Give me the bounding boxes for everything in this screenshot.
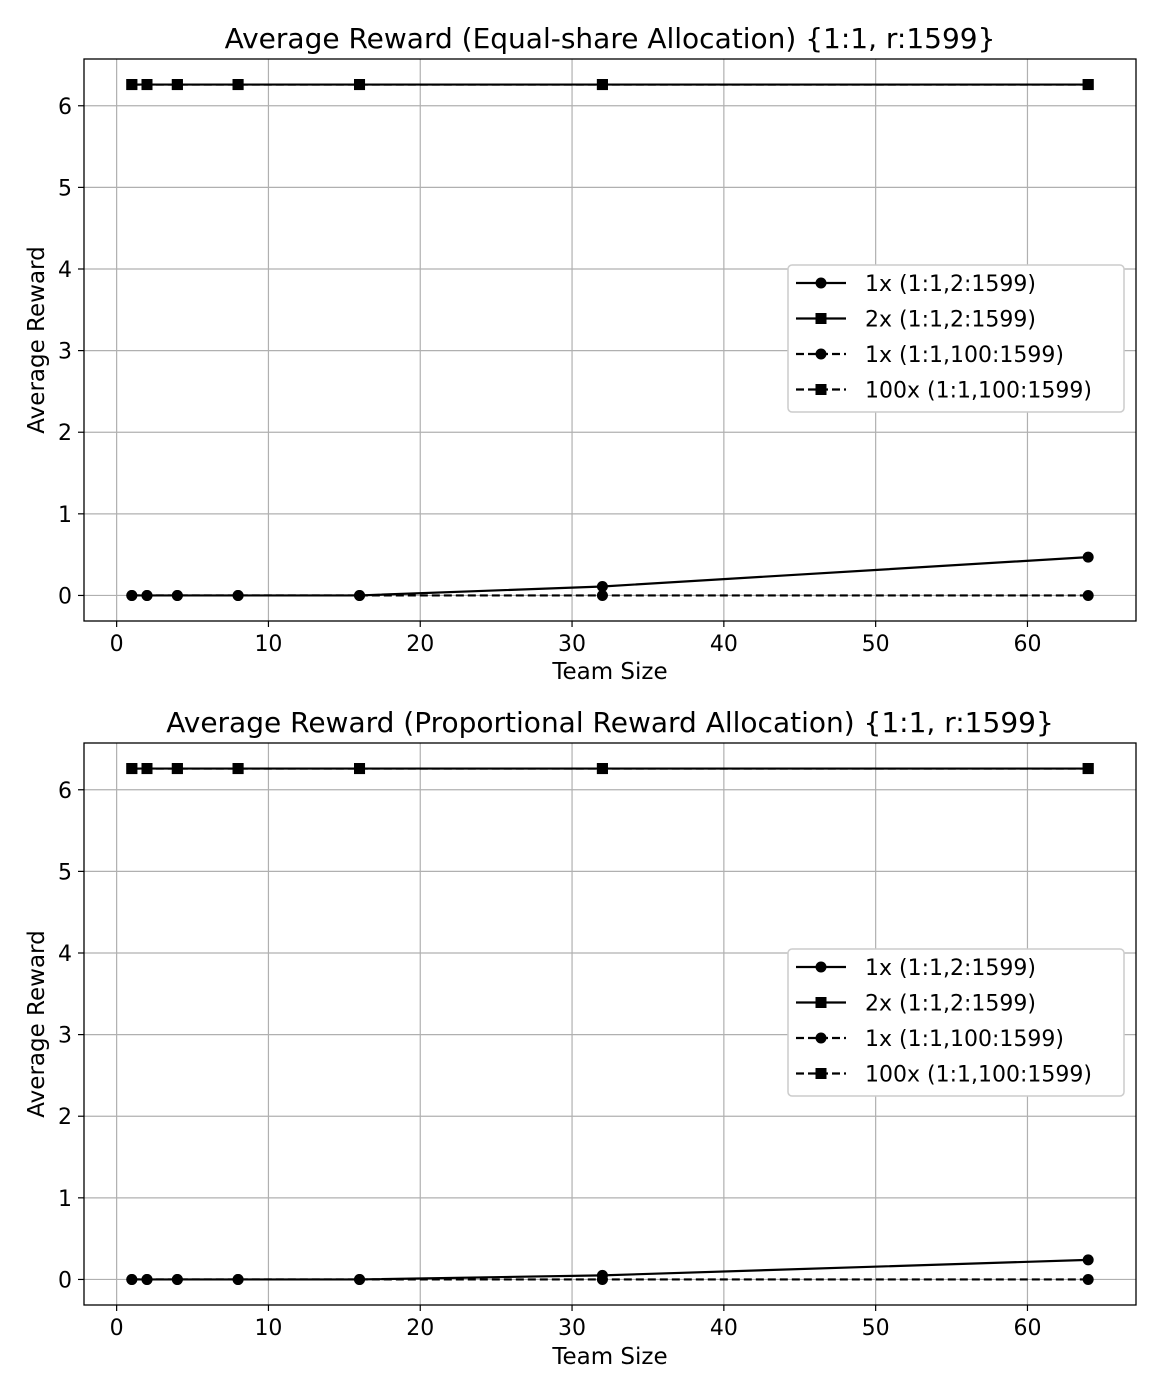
- x-tick-label: 30: [558, 1316, 586, 1341]
- data-point: [354, 589, 366, 601]
- legend-marker: [815, 1068, 827, 1079]
- legend-label: 1x (1:1,100:1599): [865, 1027, 1064, 1052]
- data-point: [596, 79, 608, 91]
- x-tick-label: 60: [1013, 632, 1041, 657]
- data-point: [171, 79, 183, 91]
- legend-marker: [815, 997, 827, 1008]
- x-tick-label: 0: [110, 1316, 124, 1341]
- series-line-1: [131, 556, 1089, 597]
- x-tick-label: 20: [406, 632, 434, 657]
- y-tick-label: 6: [58, 95, 72, 120]
- x-tick-label: 60: [1013, 1316, 1041, 1341]
- data-point: [354, 1273, 366, 1285]
- y-tick-label: 1: [58, 503, 72, 528]
- data-point: [171, 763, 183, 775]
- data-point: [232, 763, 244, 775]
- y-tick-label: 0: [58, 584, 72, 609]
- data-point: [1082, 551, 1094, 563]
- data-point: [596, 589, 608, 601]
- legend-marker: [815, 277, 827, 289]
- data-point: [171, 589, 183, 601]
- legend-label: 100x (1:1,100:1599): [865, 379, 1092, 404]
- data-point: [1082, 1254, 1094, 1266]
- y-tick-label: 3: [58, 340, 72, 365]
- y-tick-label: 6: [58, 779, 72, 804]
- data-point: [232, 589, 244, 601]
- data-point: [354, 79, 366, 91]
- data-point: [126, 1273, 138, 1285]
- legend-box: [787, 264, 1125, 413]
- legend: 1x (1:1,2:1599) 2x (1:1,2:1599) 1x (1:1,10…: [787, 948, 1125, 1097]
- legend-box: [787, 948, 1125, 1097]
- y-tick-label: 4: [58, 258, 72, 283]
- data-point: [126, 79, 138, 91]
- y-axis-label: Average Reward: [24, 930, 50, 1117]
- data-point: [354, 763, 366, 775]
- data-point: [141, 589, 153, 601]
- x-tick-label: 50: [862, 1316, 890, 1341]
- y-tick-label: 2: [58, 421, 72, 446]
- legend-marker: [815, 313, 827, 324]
- legend-label: 100x (1:1,100:1599): [865, 1063, 1092, 1088]
- plot-frame: [83, 742, 1137, 1306]
- data-point: [141, 1273, 153, 1285]
- data-point: [141, 79, 153, 91]
- legend-label: 2x (1:1,2:1599): [865, 992, 1036, 1017]
- y-tick-label: 1: [58, 1187, 72, 1212]
- data-point: [596, 580, 608, 592]
- y-tick-label: 0: [58, 1268, 72, 1293]
- x-tick-label: 10: [254, 1316, 282, 1341]
- data-point: [232, 1273, 244, 1285]
- data-point: [596, 763, 608, 775]
- data-point: [171, 1273, 183, 1285]
- x-tick-label: 0: [110, 632, 124, 657]
- legend-marker: [815, 1032, 827, 1044]
- x-axis-label: Team Size: [551, 659, 667, 685]
- y-tick-label: 4: [58, 942, 72, 967]
- chart-title: Average Reward (Equal-share Allocation) …: [225, 22, 996, 55]
- data-point: [596, 1273, 608, 1285]
- chart-title: Average Reward (Proportional Reward Allo…: [166, 706, 1054, 739]
- y-tick-label: 5: [58, 860, 72, 885]
- x-tick-label: 40: [710, 1316, 738, 1341]
- legend-marker: [815, 384, 827, 395]
- x-axis-label: Team Size: [551, 1344, 667, 1370]
- x-tick-label: 20: [406, 1316, 434, 1341]
- y-tick-label: 2: [58, 1105, 72, 1130]
- legend-label: 1x (1:1,100:1599): [865, 343, 1064, 368]
- data-point: [1082, 589, 1094, 601]
- x-tick-label: 50: [862, 632, 890, 657]
- legend-label: 1x (1:1,2:1599): [865, 272, 1036, 297]
- legend: 1x (1:1,2:1599) 2x (1:1,2:1599) 1x (1:1,10…: [787, 264, 1125, 413]
- chart-2: 0 10 20 30 40 50 60 0 1 2 3 4 5 6 Average Reward (Prop…: [24, 706, 1137, 1370]
- data-point: [1082, 763, 1094, 775]
- chart-1: 0 10 20 30 40 50 60 0 1 2 3 4 5 6 Average Reward (Equa…: [24, 22, 1137, 685]
- data-point: [126, 589, 138, 601]
- legend-marker: [815, 348, 827, 360]
- y-axis-label: Average Reward: [24, 246, 50, 433]
- x-tick-label: 40: [710, 632, 738, 657]
- plot-frame: [83, 58, 1137, 622]
- data-point: [126, 763, 138, 775]
- y-tick-label: 5: [58, 176, 72, 201]
- legend-marker: [815, 961, 827, 973]
- x-tick-label: 10: [254, 632, 282, 657]
- x-tick-label: 30: [558, 632, 586, 657]
- data-point: [232, 79, 244, 91]
- legend-label: 1x (1:1,2:1599): [865, 956, 1036, 981]
- series-line-1: [131, 1258, 1089, 1281]
- data-point: [1082, 79, 1094, 91]
- legend-label: 2x (1:1,2:1599): [865, 308, 1036, 333]
- y-tick-label: 3: [58, 1024, 72, 1049]
- data-point: [1082, 1273, 1094, 1285]
- data-point: [141, 763, 153, 775]
